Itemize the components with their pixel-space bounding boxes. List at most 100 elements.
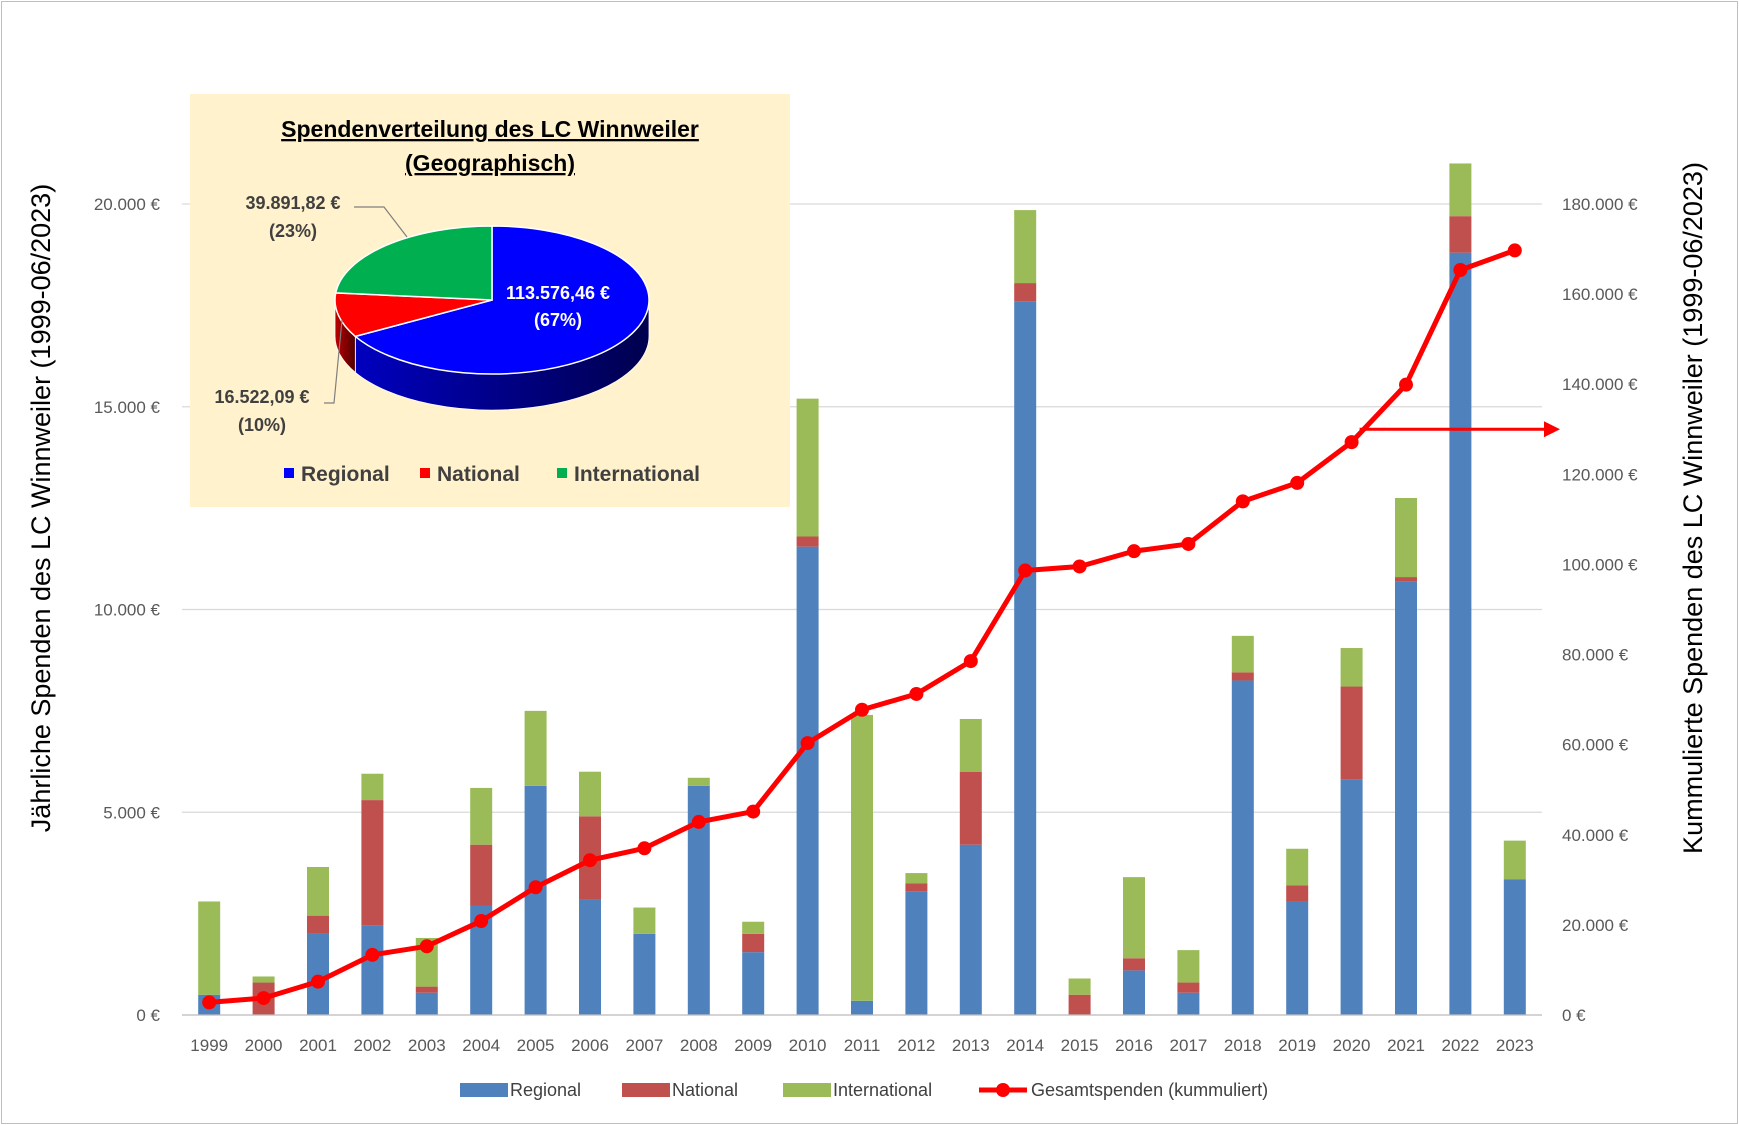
cumulative-point-2009 bbox=[746, 804, 761, 819]
right-tick-label: 60.000 € bbox=[1562, 736, 1629, 755]
bar-international-2007 bbox=[633, 907, 656, 934]
bar-national-2017 bbox=[1177, 982, 1200, 993]
x-tick-label: 2013 bbox=[952, 1036, 990, 1055]
pie-label-national-percent: (10%) bbox=[238, 415, 286, 435]
pie-label-regional-value: 113.576,46 € bbox=[506, 283, 610, 303]
right-tick-label: 120.000 € bbox=[1562, 465, 1638, 484]
bar-regional-2016 bbox=[1123, 970, 1145, 1015]
bar-regional-2013 bbox=[959, 844, 982, 1015]
x-tick-label: 2008 bbox=[680, 1036, 718, 1055]
bar-international-2009 bbox=[742, 921, 765, 934]
pie-legend-swatch-international bbox=[557, 468, 567, 478]
left-tick-label: 20.000 € bbox=[94, 195, 161, 214]
cumulative-point-2002 bbox=[365, 947, 380, 962]
bar-national-2009 bbox=[742, 933, 765, 953]
legend-label-line: Gesamtspenden (kummuliert) bbox=[1031, 1080, 1268, 1100]
bar-regional-2022 bbox=[1449, 252, 1472, 1015]
bar-national-2013 bbox=[959, 771, 982, 845]
bar-regional-2019 bbox=[1286, 901, 1309, 1015]
bar-international-2021 bbox=[1395, 497, 1417, 578]
right-axis-title: Kummulierte Spenden des LC Winnweiler (1… bbox=[1678, 162, 1708, 854]
cumulative-point-2023 bbox=[1507, 243, 1522, 258]
cumulative-point-2008 bbox=[691, 814, 706, 829]
pie-legend-label-national: National bbox=[437, 463, 520, 486]
x-tick-label: 2000 bbox=[245, 1036, 283, 1055]
bar-regional-2014 bbox=[1014, 301, 1037, 1015]
legend-swatch-national bbox=[622, 1083, 670, 1097]
bar-regional-2010 bbox=[796, 546, 819, 1015]
pie-legend-swatch-national bbox=[420, 468, 430, 478]
left-axis-title: Jährliche Spenden des LC Winnweiler (199… bbox=[26, 184, 56, 832]
bar-international-2016 bbox=[1123, 877, 1145, 959]
cumulative-point-2013 bbox=[963, 654, 978, 669]
x-tick-label: 2003 bbox=[408, 1036, 446, 1055]
pie-label-regional-percent: (67%) bbox=[534, 310, 582, 330]
bar-regional-2001 bbox=[307, 933, 329, 1015]
pie-inset: Spendenverteilung des LC Winnweiler (Geo… bbox=[190, 94, 790, 507]
bar-national-2015 bbox=[1068, 994, 1091, 1015]
pie-title-line2: (Geographisch) bbox=[405, 150, 575, 176]
pie-legend-label-regional: Regional bbox=[301, 463, 390, 486]
legend-label-national: National bbox=[672, 1080, 738, 1100]
x-tick-label: 2005 bbox=[517, 1036, 555, 1055]
cumulative-point-2004 bbox=[474, 914, 489, 929]
pie-slice-international bbox=[334, 225, 493, 301]
left-tick-label: 5.000 € bbox=[103, 803, 160, 822]
x-tick-label: 2023 bbox=[1496, 1036, 1534, 1055]
bar-international-2008 bbox=[687, 777, 710, 786]
arrow-annotation bbox=[1359, 421, 1560, 438]
bar-regional-2007 bbox=[633, 933, 656, 1015]
bar-regional-2006 bbox=[579, 899, 601, 1015]
left-tick-label: 15.000 € bbox=[94, 398, 161, 417]
pie-slice-national bbox=[334, 292, 493, 338]
cumulative-point-2007 bbox=[637, 841, 652, 856]
x-tick-label: 2004 bbox=[462, 1036, 500, 1055]
cumulative-point-1999 bbox=[202, 995, 217, 1010]
bar-regional-2009 bbox=[742, 952, 765, 1015]
cumulative-point-2010 bbox=[800, 736, 815, 751]
x-tick-label: 2015 bbox=[1061, 1036, 1099, 1055]
cumulative-point-2003 bbox=[419, 939, 434, 954]
pie-title-line1: Spendenverteilung des LC Winnweiler bbox=[281, 116, 699, 142]
bar-legend: Regional National International Gesamtspend… bbox=[460, 1080, 1268, 1100]
pie-chart bbox=[334, 225, 650, 411]
bar-regional-2020 bbox=[1340, 779, 1363, 1015]
bar-international-2006 bbox=[579, 771, 601, 817]
bar-international-2020 bbox=[1340, 648, 1363, 687]
pie-slice-regional bbox=[353, 225, 650, 375]
pie-legend: Regional National International bbox=[284, 463, 700, 486]
right-tick-label: 80.000 € bbox=[1562, 646, 1629, 665]
left-tick-label: 0 € bbox=[136, 1006, 160, 1025]
x-tick-label: 2019 bbox=[1278, 1036, 1316, 1055]
bar-national-2018 bbox=[1231, 672, 1254, 681]
bar-regional-2021 bbox=[1395, 581, 1417, 1015]
bar-regional-2002 bbox=[361, 925, 384, 1015]
right-tick-label: 40.000 € bbox=[1562, 826, 1629, 845]
x-tick-label: 2020 bbox=[1333, 1036, 1371, 1055]
cumulative-point-2012 bbox=[909, 686, 924, 701]
right-tick-label: 160.000 € bbox=[1562, 285, 1638, 304]
bar-national-2019 bbox=[1286, 885, 1309, 902]
bar-national-2004 bbox=[470, 844, 493, 906]
bar-international-2000 bbox=[252, 976, 275, 983]
x-tick-label: 2001 bbox=[299, 1036, 337, 1055]
cumulative-point-2022 bbox=[1453, 263, 1468, 278]
bar-regional-2017 bbox=[1177, 992, 1200, 1015]
legend-swatch-international bbox=[783, 1083, 831, 1097]
bar-national-2002 bbox=[361, 800, 384, 926]
cumulative-point-2001 bbox=[311, 974, 325, 989]
legend-label-regional: Regional bbox=[510, 1080, 581, 1100]
bar-regional-2005 bbox=[524, 785, 547, 1015]
cumulative-point-2011 bbox=[855, 702, 869, 717]
pie-legend-label-international: International bbox=[574, 463, 700, 486]
bar-international-2022 bbox=[1449, 163, 1472, 217]
right-tick-label: 140.000 € bbox=[1562, 375, 1638, 394]
cumulative-point-2014 bbox=[1018, 563, 1033, 578]
right-tick-label: 0 € bbox=[1562, 1006, 1586, 1025]
bar-international-2005 bbox=[524, 710, 547, 786]
bar-national-2016 bbox=[1123, 958, 1145, 971]
pie-label-international-value: 39.891,82 € bbox=[245, 193, 340, 213]
bar-national-2021 bbox=[1395, 577, 1417, 582]
